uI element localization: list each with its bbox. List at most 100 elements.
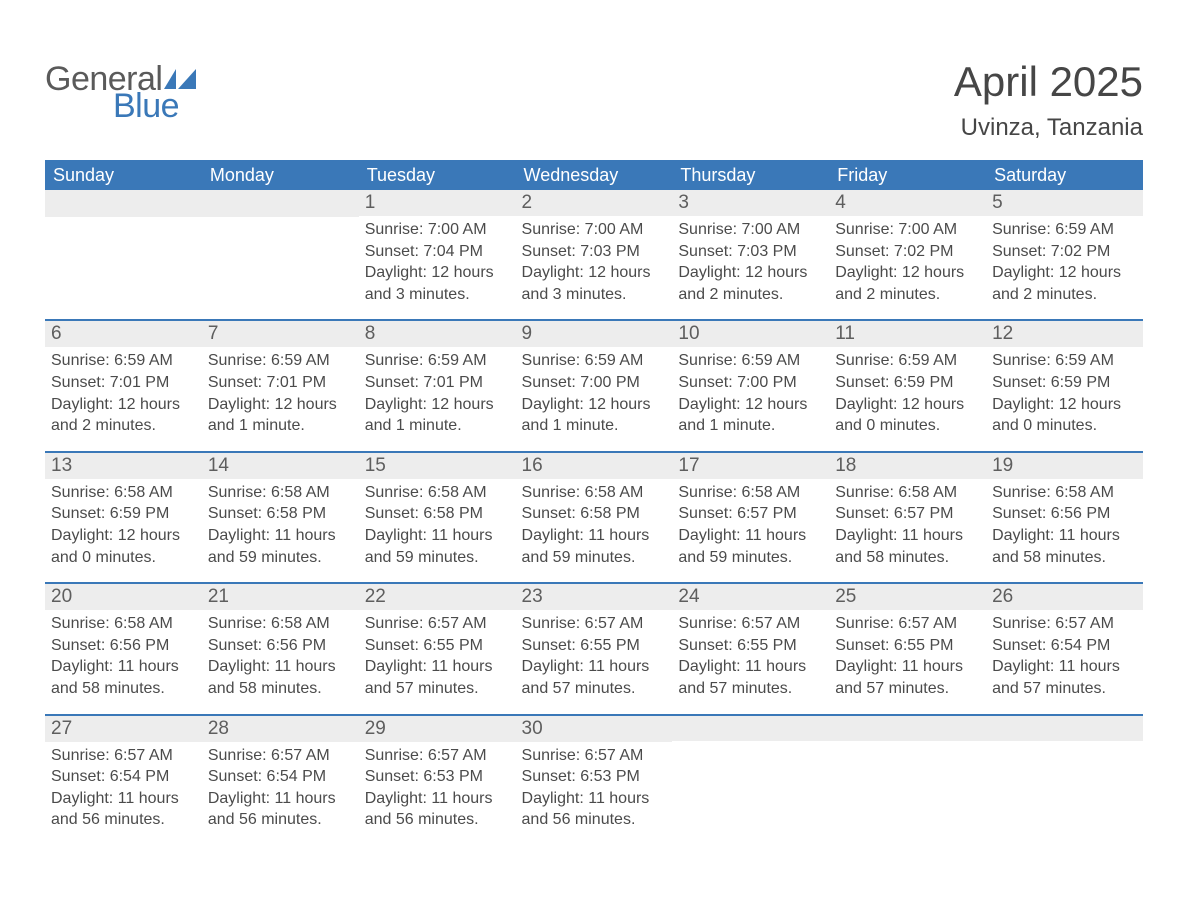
calendar-body: 1Sunrise: 7:00 AMSunset: 7:04 PMDaylight… [45,190,1143,845]
day-number: 14 [202,451,359,479]
weekday-header: Saturday [986,160,1143,190]
sunset-line: Sunset: 6:57 PM [678,505,796,522]
day-info: Sunrise: 7:00 AMSunset: 7:03 PMDaylight:… [672,216,829,319]
sunrise-line: Sunrise: 6:59 AM [365,352,487,369]
calendar-day-cell: 20Sunrise: 6:58 AMSunset: 6:56 PMDayligh… [45,582,202,713]
day-number: 2 [516,190,673,216]
day-info: Sunrise: 6:57 AMSunset: 6:55 PMDaylight:… [516,610,673,713]
calendar-week-row: 6Sunrise: 6:59 AMSunset: 7:01 PMDaylight… [45,319,1143,450]
day-number-empty [829,714,986,741]
calendar-day-cell [45,190,202,319]
day-number-empty [202,190,359,217]
weekday-header: Monday [202,160,359,190]
day-number: 13 [45,451,202,479]
daylight-line: Daylight: 11 hours and 57 minutes. [365,658,493,697]
sunset-line: Sunset: 6:55 PM [678,637,796,654]
day-number: 11 [829,319,986,347]
calendar-day-cell: 7Sunrise: 6:59 AMSunset: 7:01 PMDaylight… [202,319,359,450]
sunset-line: Sunset: 6:56 PM [992,505,1110,522]
sunrise-line: Sunrise: 6:58 AM [365,484,487,501]
calendar-day-cell: 25Sunrise: 6:57 AMSunset: 6:55 PMDayligh… [829,582,986,713]
weekday-header: Friday [829,160,986,190]
day-number: 6 [45,319,202,347]
day-info: Sunrise: 6:58 AMSunset: 6:59 PMDaylight:… [45,479,202,582]
sunrise-line: Sunrise: 6:58 AM [522,484,644,501]
calendar-day-cell: 30Sunrise: 6:57 AMSunset: 6:53 PMDayligh… [516,714,673,845]
calendar-day-cell: 4Sunrise: 7:00 AMSunset: 7:02 PMDaylight… [829,190,986,319]
sunset-line: Sunset: 6:58 PM [208,505,326,522]
calendar-day-cell: 1Sunrise: 7:00 AMSunset: 7:04 PMDaylight… [359,190,516,319]
day-number: 28 [202,714,359,742]
calendar-day-cell: 21Sunrise: 6:58 AMSunset: 6:56 PMDayligh… [202,582,359,713]
day-number: 17 [672,451,829,479]
calendar-table: SundayMondayTuesdayWednesdayThursdayFrid… [45,160,1143,845]
daylight-line: Daylight: 11 hours and 56 minutes. [522,790,650,829]
sunset-line: Sunset: 7:02 PM [835,243,953,260]
daylight-line: Daylight: 12 hours and 2 minutes. [992,264,1121,303]
sunrise-line: Sunrise: 6:58 AM [992,484,1114,501]
daylight-line: Daylight: 12 hours and 2 minutes. [678,264,807,303]
day-info: Sunrise: 6:59 AMSunset: 7:01 PMDaylight:… [45,347,202,450]
calendar-day-cell: 27Sunrise: 6:57 AMSunset: 6:54 PMDayligh… [45,714,202,845]
sunrise-line: Sunrise: 6:58 AM [51,484,173,501]
day-number: 15 [359,451,516,479]
sunrise-line: Sunrise: 6:58 AM [835,484,957,501]
daylight-line: Daylight: 11 hours and 58 minutes. [835,527,963,566]
calendar-day-cell: 26Sunrise: 6:57 AMSunset: 6:54 PMDayligh… [986,582,1143,713]
sunset-line: Sunset: 7:03 PM [678,243,796,260]
sunrise-line: Sunrise: 6:57 AM [678,615,800,632]
day-number: 16 [516,451,673,479]
day-number: 3 [672,190,829,216]
daylight-line: Daylight: 11 hours and 59 minutes. [365,527,493,566]
day-info: Sunrise: 6:58 AMSunset: 6:58 PMDaylight:… [202,479,359,582]
sunrise-line: Sunrise: 6:59 AM [522,352,644,369]
day-info: Sunrise: 6:58 AMSunset: 6:58 PMDaylight:… [359,479,516,582]
calendar-day-cell: 23Sunrise: 6:57 AMSunset: 6:55 PMDayligh… [516,582,673,713]
day-number: 26 [986,582,1143,610]
sunrise-line: Sunrise: 6:57 AM [992,615,1114,632]
daylight-line: Daylight: 11 hours and 57 minutes. [992,658,1120,697]
sunset-line: Sunset: 6:57 PM [835,505,953,522]
sunset-line: Sunset: 7:01 PM [51,374,169,391]
sunset-line: Sunset: 7:02 PM [992,243,1110,260]
day-number-empty [986,714,1143,741]
sunrise-line: Sunrise: 6:59 AM [835,352,957,369]
day-info: Sunrise: 6:58 AMSunset: 6:57 PMDaylight:… [672,479,829,582]
daylight-line: Daylight: 11 hours and 56 minutes. [51,790,179,829]
day-info: Sunrise: 6:58 AMSunset: 6:58 PMDaylight:… [516,479,673,582]
page-title: April 2025 [954,58,1143,106]
calendar-day-cell [829,714,986,845]
daylight-line: Daylight: 11 hours and 57 minutes. [522,658,650,697]
daylight-line: Daylight: 12 hours and 0 minutes. [51,527,180,566]
sunset-line: Sunset: 6:55 PM [365,637,483,654]
daylight-line: Daylight: 12 hours and 0 minutes. [835,396,964,435]
day-info: Sunrise: 6:58 AMSunset: 6:56 PMDaylight:… [45,610,202,713]
day-number-empty [45,190,202,217]
day-info: Sunrise: 6:58 AMSunset: 6:56 PMDaylight:… [986,479,1143,582]
day-number: 8 [359,319,516,347]
day-number: 19 [986,451,1143,479]
sunset-line: Sunset: 6:55 PM [835,637,953,654]
calendar-day-cell: 11Sunrise: 6:59 AMSunset: 6:59 PMDayligh… [829,319,986,450]
calendar-day-cell: 10Sunrise: 6:59 AMSunset: 7:00 PMDayligh… [672,319,829,450]
sunrise-line: Sunrise: 6:57 AM [522,615,644,632]
sunset-line: Sunset: 6:54 PM [51,768,169,785]
day-number: 12 [986,319,1143,347]
day-number: 5 [986,190,1143,216]
calendar-day-cell: 13Sunrise: 6:58 AMSunset: 6:59 PMDayligh… [45,451,202,582]
daylight-line: Daylight: 12 hours and 0 minutes. [992,396,1121,435]
daylight-line: Daylight: 12 hours and 2 minutes. [835,264,964,303]
calendar-day-cell: 8Sunrise: 6:59 AMSunset: 7:01 PMDaylight… [359,319,516,450]
daylight-line: Daylight: 11 hours and 59 minutes. [678,527,806,566]
day-info: Sunrise: 6:57 AMSunset: 6:53 PMDaylight:… [359,742,516,845]
daylight-line: Daylight: 12 hours and 3 minutes. [522,264,651,303]
daylight-line: Daylight: 12 hours and 1 minute. [678,396,807,435]
header: General Blue April 2025 Uvinza, Tanzania [45,40,1143,142]
day-number: 23 [516,582,673,610]
day-info: Sunrise: 6:59 AMSunset: 7:00 PMDaylight:… [516,347,673,450]
logo: General Blue [45,60,196,126]
daylight-line: Daylight: 12 hours and 2 minutes. [51,396,180,435]
sunrise-line: Sunrise: 6:57 AM [835,615,957,632]
weekday-header: Wednesday [516,160,673,190]
sunrise-line: Sunrise: 6:57 AM [365,615,487,632]
